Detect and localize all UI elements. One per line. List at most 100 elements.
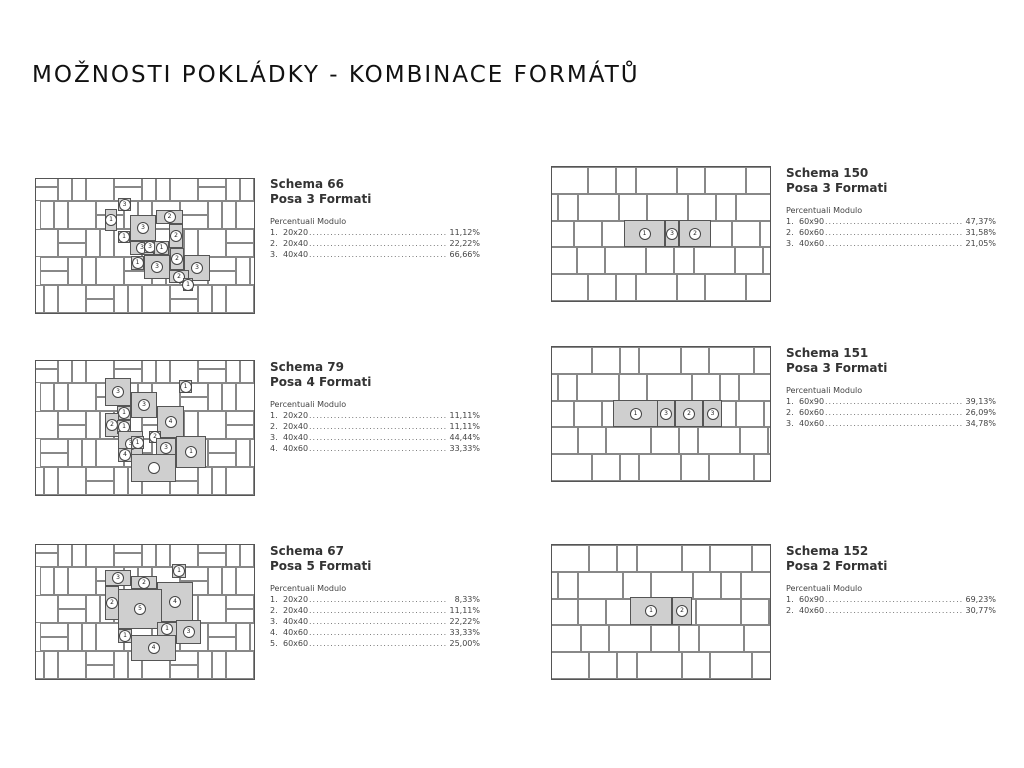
row-index: 2. [786,228,794,237]
highlighted-tile: 4 [131,635,176,661]
row-index: 1. [270,595,278,604]
background-tile [68,623,82,651]
background-tile [198,553,226,567]
background-tile [739,373,770,401]
background-tile [583,301,611,302]
background-tile [588,274,616,301]
schema-title: Schema 79 [270,360,344,374]
background-tile [72,179,86,201]
highlighted-tile: 3 [105,378,131,406]
background-tile [208,271,236,285]
background-tile [254,411,255,439]
background-tile [236,313,255,314]
dot-leader: ........................................… [309,239,448,248]
percent-row: 1. 60x90.................................… [786,396,996,407]
background-tile [589,652,617,679]
background-tile [677,274,705,301]
background-tile [581,625,609,653]
row-format: 20x40 [283,606,309,615]
row-percent: 11,11% [449,411,480,420]
background-tile [552,347,592,374]
tile-number-label: 1 [629,407,642,420]
background-tile [86,467,114,481]
highlighted-tile: 5 [118,589,162,629]
background-tile [208,623,236,637]
background-tile [114,179,142,187]
background-tile [142,545,156,567]
background-tile [754,454,770,481]
background-tile [709,454,754,481]
background-tile [36,369,58,383]
tile-number-label: 2 [106,597,118,609]
background-tile [86,299,114,313]
background-tile [68,495,96,496]
background-tile [36,179,58,187]
background-tile [114,651,128,679]
background-tile [254,178,255,201]
background-tile [552,625,581,653]
background-tile [152,679,180,680]
row-format: 20x20 [283,411,309,420]
background-tile [741,598,769,626]
background-tile [58,243,86,257]
background-tile [208,201,222,229]
background-tile [198,467,212,495]
schema-67-info: Schema 67 Posa 5 Formati Percentuali Mod… [270,544,480,649]
percent-row: 3. 40x40.................................… [270,616,480,627]
background-tile [36,595,58,623]
background-tile [705,679,747,680]
dot-leader: ........................................… [825,606,964,615]
schema-subtitle: Posa 2 Formati [786,559,888,573]
percent-heading: Percentuali Modulo [270,217,347,226]
background-tile [254,544,255,567]
row-percent: 8,33% [454,595,480,604]
background-tile [208,495,236,496]
dot-leader: ........................................… [309,411,448,420]
background-tile [54,567,68,595]
background-tile [623,571,651,599]
background-tile [552,598,578,626]
row-format: 20x20 [283,595,309,604]
background-tile [636,167,677,194]
background-tile [180,397,208,411]
background-tile [208,679,236,680]
highlighted-tile: 3 [156,438,176,458]
background-tile [551,481,587,482]
background-tile [40,623,68,637]
background-tile [222,567,236,595]
schema-title: Schema 151 [786,346,869,360]
background-tile [226,595,254,609]
background-tile [58,179,72,201]
highlighted-tile: 1 [630,597,672,625]
row-index: 3. [786,419,794,428]
background-tile [639,347,681,374]
row-format: 40x60 [799,239,825,248]
row-format: 40x60 [799,606,825,615]
background-tile [40,201,54,229]
background-tile [236,623,250,651]
background-tile [226,609,254,623]
schema-150-info: Schema 150 Posa 3 Formati Percentuali Mo… [786,166,996,249]
percent-row: 3. 40x40.................................… [270,249,480,260]
dot-leader: ........................................… [309,444,448,453]
dot-leader: ........................................… [309,422,448,431]
background-tile [198,411,226,439]
tile-number-label: 1 [118,407,130,419]
background-tile [651,625,679,653]
row-format: 20x20 [283,228,309,237]
background-tile [705,274,746,301]
tile-number-label: 2 [683,407,695,420]
background-tile [578,193,619,221]
row-index: 3. [270,617,278,626]
percent-row: 1. 60x90.................................… [786,594,996,605]
row-percent: 22,22% [449,239,480,248]
background-tile [584,679,612,680]
background-tile [721,571,741,599]
schema-66-info: Schema 66 Posa 3 Formati Percentuali Mod… [270,177,480,260]
background-tile [86,595,100,623]
background-tile [170,299,198,313]
highlighted-tile: 2 [169,224,183,248]
background-tile [236,679,255,680]
row-format: 20x40 [283,422,309,431]
